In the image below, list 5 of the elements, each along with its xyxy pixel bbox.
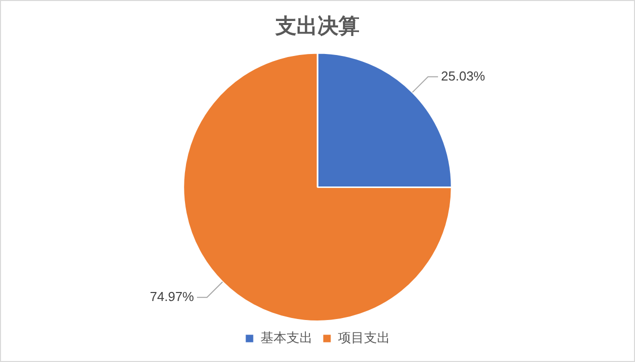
data-label: 74.97% <box>150 288 194 304</box>
chart-title: 支出决算 <box>274 14 360 38</box>
data-label: 25.03% <box>441 68 486 84</box>
legend-label: 项目支出 <box>338 330 390 346</box>
legend-label: 基本支出 <box>260 330 312 346</box>
